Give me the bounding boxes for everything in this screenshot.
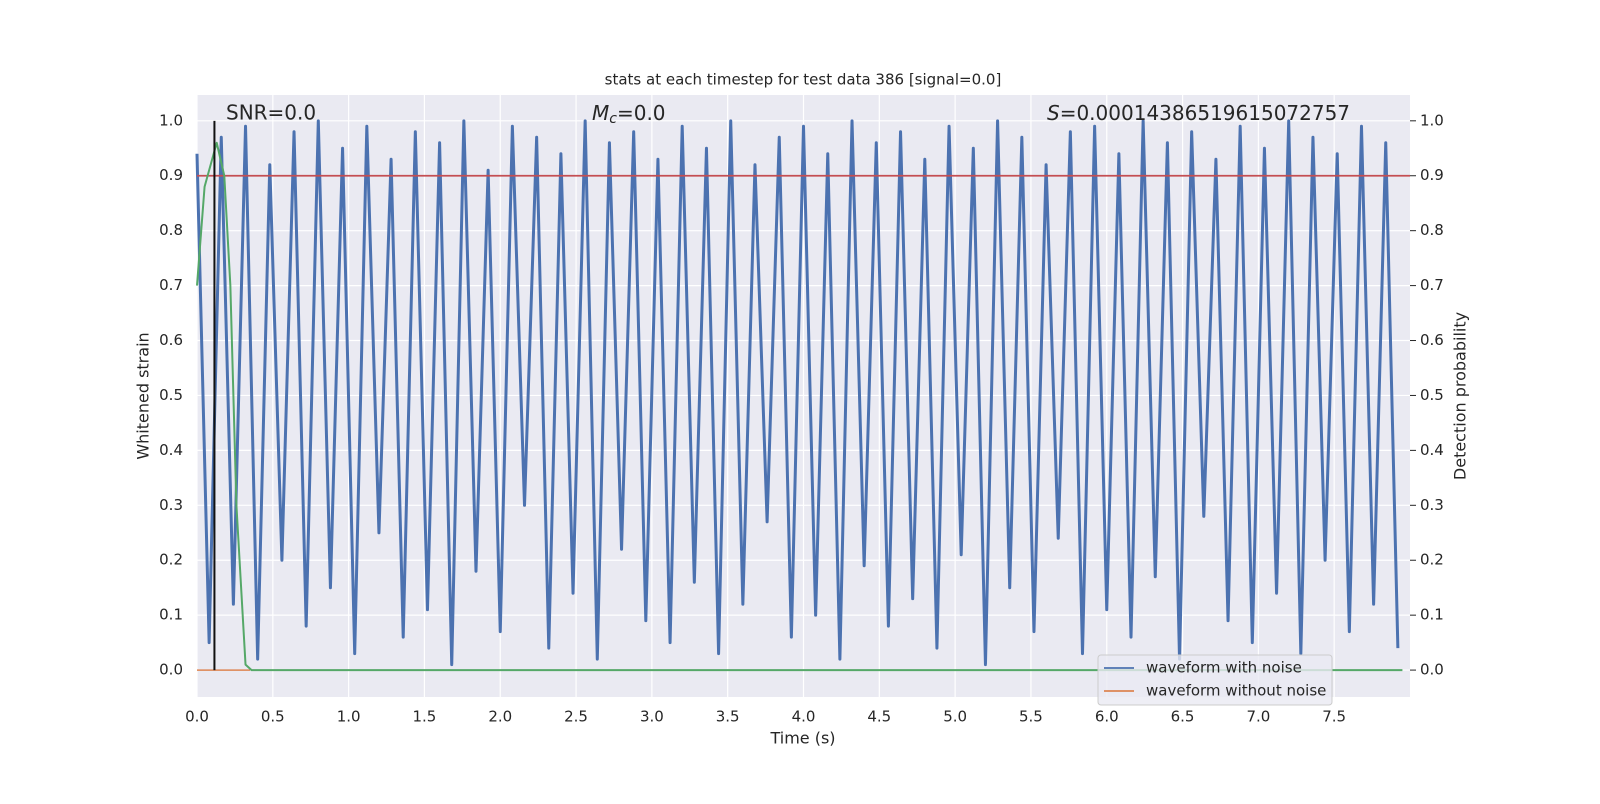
x-tick-label: 4.0: [792, 708, 816, 726]
probability-line: [196, 141, 1403, 672]
x-tick-label: 3.5: [716, 708, 740, 726]
x-tick-label: 5.5: [1019, 708, 1043, 726]
y-tick-label: 0.1: [159, 606, 183, 624]
y2-tick-label: 0.4: [1420, 441, 1444, 459]
y-tick-label: 0.5: [159, 386, 183, 404]
y-tick-label: 0.0: [159, 661, 183, 679]
y-tick-label: 0.8: [159, 221, 183, 239]
y-tick-label: 0.6: [159, 331, 183, 349]
chart-title: stats at each timestep for test data 386…: [605, 71, 1002, 89]
annotation-symbol: S: [1047, 101, 1060, 125]
annotation-text: =0.0: [617, 101, 666, 125]
x-tick-label: 2.5: [564, 708, 588, 726]
y2-tick-label: 0.0: [1420, 661, 1444, 679]
x-axis-label: Time (s): [769, 729, 835, 748]
y2-tick-label: 0.8: [1420, 221, 1444, 239]
y2-tick-label: 0.7: [1420, 276, 1444, 294]
y2-tick-label: 0.6: [1420, 331, 1444, 349]
x-tick-label: 0.5: [261, 708, 285, 726]
x-tick-label: 6.0: [1095, 708, 1119, 726]
annotation-snr: SNR=0.0: [226, 101, 316, 125]
y-tick-label: 0.7: [159, 276, 183, 294]
x-tick-label: 5.0: [943, 708, 967, 726]
x-tick-label: 7.5: [1322, 708, 1346, 726]
y-tick-label: 0.9: [159, 166, 183, 184]
x-tick-label: 4.5: [867, 708, 891, 726]
x-tick-label: 6.5: [1171, 708, 1195, 726]
annotation-subscript: c: [609, 111, 617, 127]
y2-tick-label: 0.5: [1420, 386, 1444, 404]
y2-tick-label: 0.1: [1420, 606, 1444, 624]
y-axis-label: Whitened strain: [134, 332, 153, 459]
annotation-s: S=0.00014386519615072757: [1047, 101, 1350, 125]
legend-label: waveform with noise: [1146, 659, 1302, 677]
x-tick-label: 1.0: [337, 708, 361, 726]
y-tick-label: 0.2: [159, 551, 183, 569]
y-tick-label: 1.0: [159, 111, 183, 129]
annotation-mc: Mc=0.0: [592, 101, 666, 128]
x-tick-label: 0.0: [185, 708, 209, 726]
x-tick-label: 1.5: [413, 708, 437, 726]
y2-tick-label: 0.3: [1420, 496, 1444, 514]
series-line: [195, 119, 1400, 667]
y2-axis-label: Detection probability: [1451, 312, 1470, 480]
y-tick-label: 0.4: [159, 441, 183, 459]
y2-tick-label: 0.9: [1420, 166, 1444, 184]
y-tick-label: 0.3: [159, 496, 183, 514]
y2-tick-label: 0.2: [1420, 551, 1444, 569]
x-tick-label: 3.0: [640, 708, 664, 726]
annotation-text: =0.00014386519615072757: [1060, 101, 1350, 125]
x-tick-label: 2.0: [488, 708, 512, 726]
legend-box: [1097, 654, 1333, 706]
x-tick-label: 7.0: [1246, 708, 1270, 726]
annotation-symbol: M: [592, 101, 609, 125]
y2-tick-label: 1.0: [1420, 111, 1444, 129]
legend-label: waveform without noise: [1146, 682, 1326, 700]
